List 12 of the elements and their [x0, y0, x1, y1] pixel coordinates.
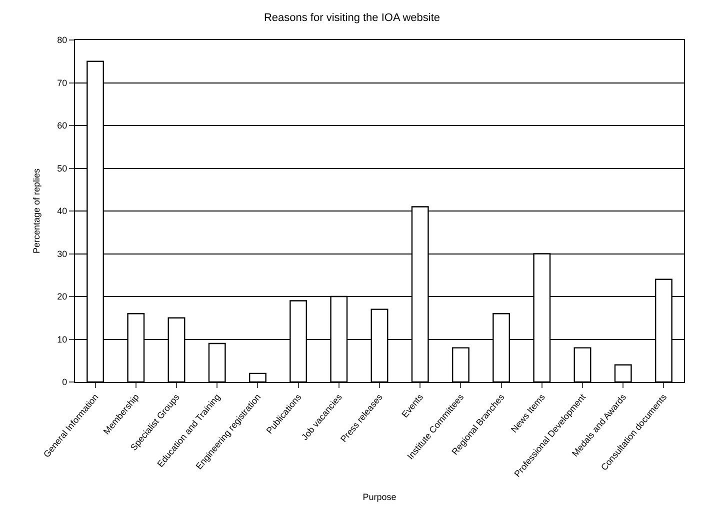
y-tick-label: 60 [57, 120, 68, 131]
x-axis-title: Purpose [362, 492, 396, 502]
y-tick-label: 50 [57, 163, 68, 174]
y-tick-label: 80 [57, 35, 68, 46]
y-tick-label: 10 [57, 334, 68, 344]
y-tick-label: 70 [57, 78, 68, 88]
y-tick-label: 0 [62, 377, 68, 388]
y-tick-label: 30 [57, 248, 68, 259]
y-tick-label: 40 [57, 206, 68, 216]
y-tick-label: 20 [57, 292, 68, 302]
chart-title: Reasons for visiting the IOA website [264, 12, 440, 24]
y-axis-title: Percentage of replies [32, 168, 42, 254]
